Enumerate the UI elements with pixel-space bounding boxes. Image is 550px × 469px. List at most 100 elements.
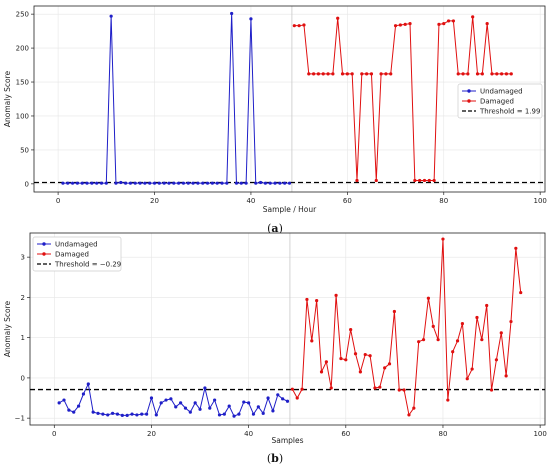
data-point-undamaged xyxy=(138,181,142,185)
data-point-damaged xyxy=(485,303,489,308)
y-tick-label: 3 xyxy=(21,254,25,262)
data-point-damaged xyxy=(407,413,411,417)
data-point-undamaged xyxy=(201,181,205,185)
data-point-undamaged xyxy=(217,413,222,417)
data-point-damaged xyxy=(475,315,479,320)
data-point-undamaged xyxy=(106,413,110,417)
data-point-undamaged xyxy=(95,181,99,185)
data-point-damaged xyxy=(331,72,335,76)
data-point-undamaged xyxy=(285,399,290,403)
data-point-undamaged xyxy=(164,398,168,402)
data-point-damaged xyxy=(466,72,470,76)
data-point-undamaged xyxy=(86,382,90,386)
x-tick-label: 100 xyxy=(533,197,546,205)
data-point-damaged xyxy=(451,350,455,354)
data-point-damaged xyxy=(461,72,465,76)
series-line-damaged xyxy=(291,239,522,417)
y-tick-label: 200 xyxy=(16,45,29,53)
data-point-undamaged xyxy=(159,401,163,405)
data-point-damaged xyxy=(509,319,513,324)
x-tick-label: 0 xyxy=(52,430,56,438)
data-point-damaged xyxy=(312,72,316,76)
data-point-undamaged xyxy=(183,406,188,410)
data-point-damaged xyxy=(470,367,474,371)
y-tick-label: 50 xyxy=(20,146,29,154)
data-point-damaged xyxy=(418,178,422,183)
data-point-damaged xyxy=(413,178,417,183)
data-point-damaged xyxy=(398,23,402,27)
x-tick-label: 0 xyxy=(56,197,60,205)
data-point-damaged xyxy=(373,386,377,390)
data-point-undamaged xyxy=(145,412,149,416)
data-point-undamaged xyxy=(169,397,173,401)
data-point-undamaged xyxy=(208,406,212,410)
data-point-undamaged xyxy=(152,181,157,185)
data-point-damaged xyxy=(485,22,489,26)
data-point-damaged xyxy=(417,340,421,344)
data-point-damaged xyxy=(345,72,349,76)
data-point-undamaged xyxy=(96,411,100,415)
data-point-damaged xyxy=(504,374,508,378)
legend-swatch-marker xyxy=(467,89,471,93)
chart-b: 0 20 40 60 80 100 −1 0 1 2 3 Samples Anomaly Score Un… xyxy=(3,232,547,465)
x-tick-label: 80 xyxy=(439,430,448,438)
data-point-undamaged xyxy=(128,181,133,185)
data-point-damaged xyxy=(509,72,513,76)
data-point-undamaged xyxy=(101,412,105,416)
data-point-damaged xyxy=(384,72,388,76)
data-point-undamaged xyxy=(237,412,241,416)
y-tick-label: 2 xyxy=(21,294,25,302)
data-point-damaged xyxy=(446,398,450,402)
data-point-damaged xyxy=(480,72,484,76)
data-point-undamaged xyxy=(123,181,128,185)
data-point-damaged xyxy=(465,377,469,381)
data-point-undamaged xyxy=(213,398,217,402)
data-point-undamaged xyxy=(72,410,76,414)
data-point-damaged xyxy=(403,22,407,26)
data-point-damaged xyxy=(340,72,345,76)
data-point-undamaged xyxy=(232,414,236,418)
data-point-damaged xyxy=(471,15,475,19)
data-point-undamaged xyxy=(276,393,280,397)
data-point-undamaged xyxy=(263,181,267,185)
data-point-damaged xyxy=(349,328,353,332)
data-point-undamaged xyxy=(230,11,234,16)
data-point-damaged xyxy=(350,72,354,76)
data-point-undamaged xyxy=(133,181,137,185)
data-point-damaged xyxy=(292,24,296,28)
data-point-damaged xyxy=(326,72,330,76)
data-point-damaged xyxy=(379,72,383,76)
data-point-damaged xyxy=(302,23,306,27)
caption-open: ( xyxy=(267,452,271,465)
data-point-damaged xyxy=(460,321,465,326)
x-tick-label: 60 xyxy=(341,430,350,438)
data-point-damaged xyxy=(389,72,393,76)
data-point-undamaged xyxy=(125,413,129,417)
x-tick-label: 60 xyxy=(343,197,352,205)
data-point-damaged xyxy=(363,352,367,357)
caption: (b) xyxy=(267,452,283,465)
data-point-undamaged xyxy=(251,412,256,416)
legend-box xyxy=(32,236,122,272)
data-point-undamaged xyxy=(210,181,214,185)
data-point-undamaged xyxy=(115,412,120,416)
data-point-damaged xyxy=(436,338,440,342)
data-point-undamaged xyxy=(90,181,94,185)
data-point-undamaged xyxy=(193,401,197,405)
data-point-damaged xyxy=(504,72,509,76)
data-point-damaged xyxy=(437,22,441,26)
data-point-undamaged xyxy=(61,181,65,185)
data-point-undamaged xyxy=(271,409,275,413)
legend: Undamaged Damaged Threshold = −0.29 xyxy=(32,236,122,272)
data-point-undamaged xyxy=(104,181,108,185)
legend-box xyxy=(457,83,543,119)
data-point-undamaged xyxy=(283,181,287,185)
data-point-undamaged xyxy=(242,400,246,404)
data-point-undamaged xyxy=(254,181,258,185)
legend: Undamaged Damaged Threshold = 1.99 xyxy=(457,83,543,119)
data-point-undamaged xyxy=(203,386,207,390)
data-point-undamaged xyxy=(205,181,210,185)
data-point-damaged xyxy=(412,406,416,410)
legend-swatch-marker xyxy=(42,252,46,256)
